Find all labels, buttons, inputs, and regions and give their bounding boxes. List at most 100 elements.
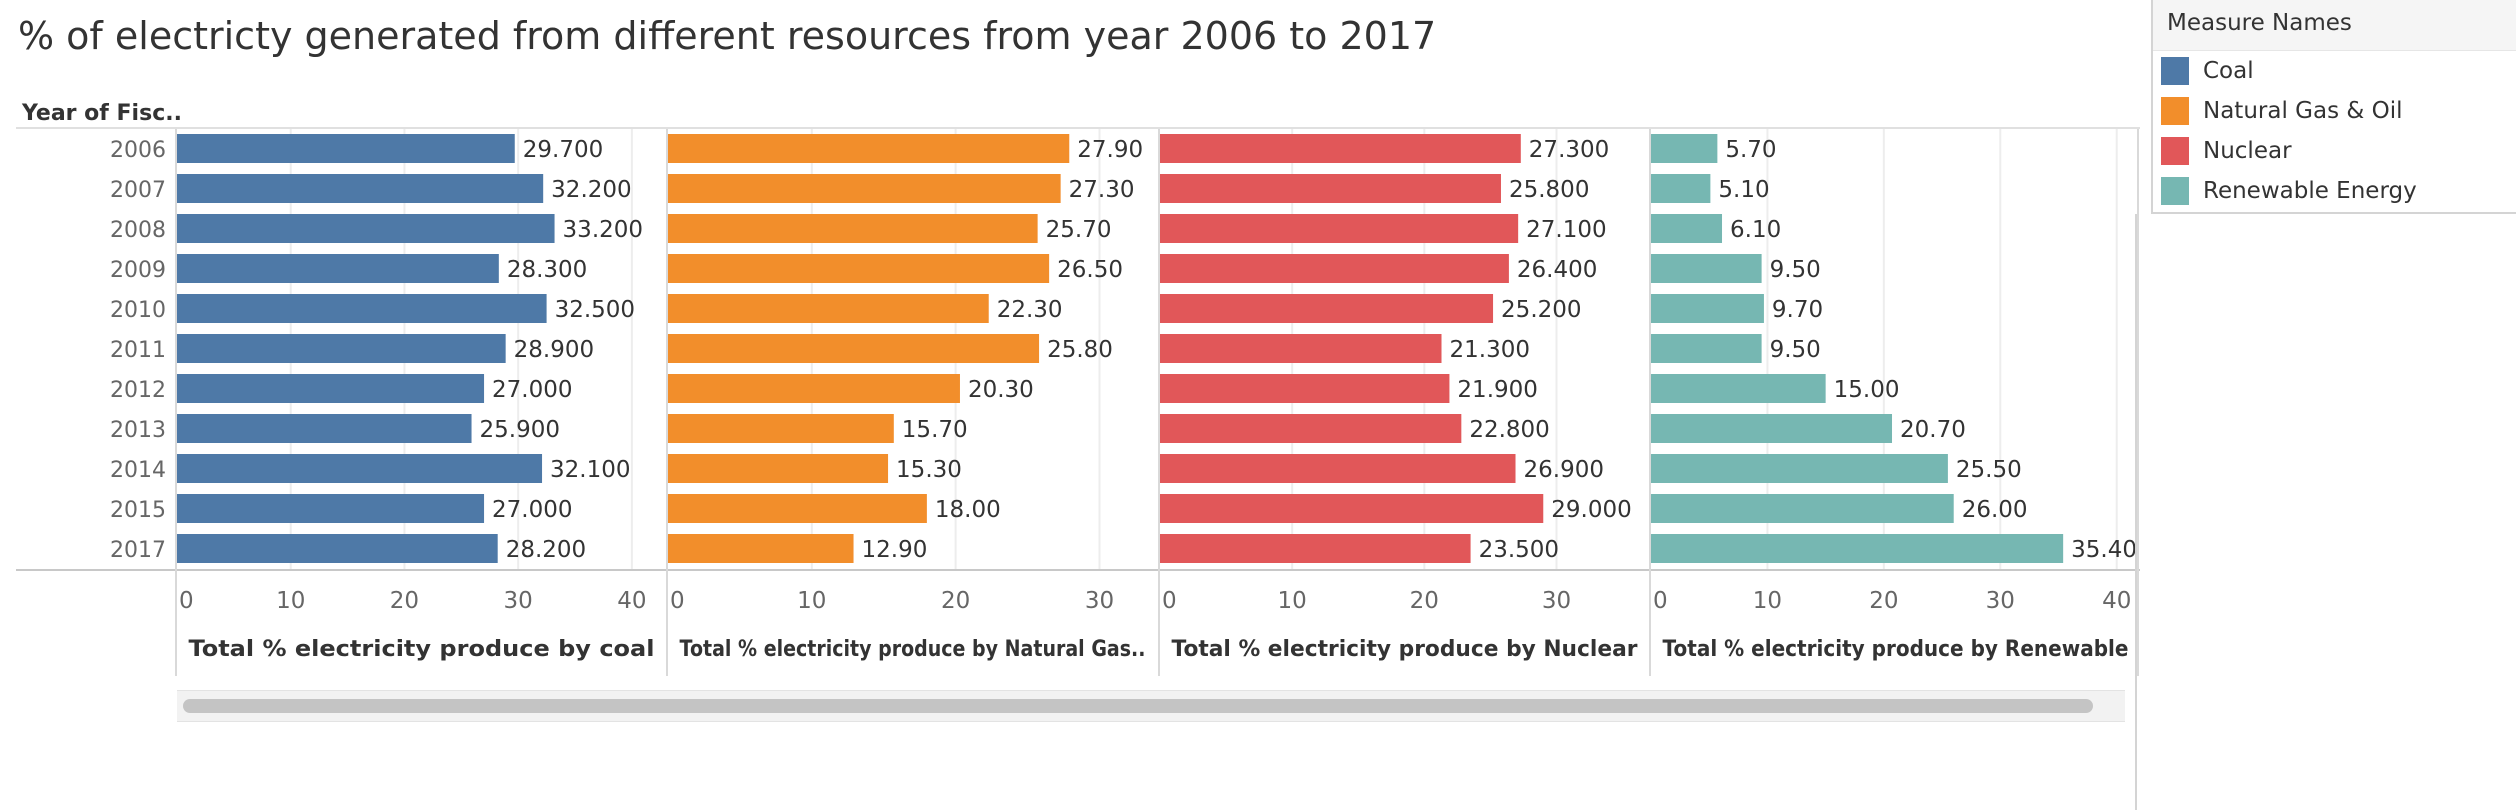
horizontal-scrollbar[interactable] — [177, 690, 2125, 722]
legend-title: Measure Names — [2153, 0, 2516, 51]
data-label: 22.30 — [997, 297, 1063, 323]
bar-nuclear — [1160, 334, 1442, 363]
data-label: 25.900 — [480, 417, 560, 443]
bar-nuclear — [1160, 254, 1509, 283]
data-label: 20.70 — [1900, 417, 1966, 443]
bar-coal — [177, 414, 472, 443]
category-label: 2015 — [110, 498, 166, 523]
tick-label: 10 — [1278, 588, 1307, 614]
data-label: 27.000 — [492, 497, 572, 523]
data-label: 15.70 — [902, 417, 968, 443]
data-label: 23.500 — [1479, 537, 1559, 563]
data-label: 21.900 — [1457, 377, 1537, 403]
tick-label: 20 — [390, 588, 419, 614]
bar-chart: Year of Fisc..20062007200820092010201120… — [16, 101, 2140, 676]
bar-nuclear — [1160, 214, 1519, 243]
category-label: 2011 — [110, 338, 166, 363]
legend-label: Coal — [2203, 58, 2254, 84]
data-label: 28.300 — [507, 257, 587, 283]
scrollbar-thumb[interactable] — [183, 699, 2093, 713]
category-label: 2013 — [110, 418, 166, 443]
data-label: 32.200 — [551, 177, 631, 203]
data-label: 5.10 — [1718, 177, 1769, 203]
bar-coal — [177, 134, 515, 163]
data-label: 26.00 — [1962, 497, 2028, 523]
legend-label: Nuclear — [2203, 138, 2292, 164]
bar-coal — [177, 214, 555, 243]
bar-nuclear — [1160, 174, 1501, 203]
bar-natural-gas-oil — [668, 134, 1070, 163]
data-label: 9.50 — [1770, 257, 1821, 283]
tick-label: 10 — [1753, 588, 1782, 614]
tick-label: 20 — [1869, 588, 1898, 614]
legend-label: Renewable Energy — [2203, 178, 2417, 204]
bar-nuclear — [1160, 494, 1544, 523]
bar-renewable-energy — [1651, 294, 1764, 323]
data-label: 18.00 — [935, 497, 1001, 523]
legend-label: Natural Gas & Oil — [2203, 98, 2403, 124]
legend-item-nuclear[interactable]: Nuclear — [2153, 131, 2516, 171]
data-label: 35.40 — [2071, 537, 2137, 563]
legend-swatch-natural-gas-oil — [2161, 97, 2189, 125]
data-label: 25.70 — [1046, 217, 1112, 243]
bar-natural-gas-oil — [668, 374, 960, 403]
data-label: 26.900 — [1524, 457, 1604, 483]
data-label: 27.90 — [1077, 137, 1143, 163]
data-label: 9.50 — [1770, 337, 1821, 363]
bar-natural-gas-oil — [668, 414, 894, 443]
data-label: 29.000 — [1551, 497, 1631, 523]
data-label: 25.800 — [1509, 177, 1589, 203]
bar-nuclear — [1160, 374, 1450, 403]
bar-renewable-energy — [1651, 374, 1826, 403]
category-label: 2010 — [110, 298, 166, 323]
legend: Measure Names Coal Natural Gas & Oil Nuc… — [2151, 0, 2516, 214]
legend-item-natural-gas-oil[interactable]: Natural Gas & Oil — [2153, 91, 2516, 131]
data-label: 28.200 — [506, 537, 586, 563]
data-label: 25.200 — [1501, 297, 1581, 323]
page-title: % of electricty generated from different… — [18, 14, 1437, 58]
bar-natural-gas-oil — [668, 334, 1040, 363]
bar-coal — [177, 254, 499, 283]
legend-item-renewable-energy[interactable]: Renewable Energy — [2153, 171, 2516, 211]
view-divider — [2135, 214, 2137, 810]
bar-renewable-energy — [1651, 414, 1893, 443]
data-label: 28.900 — [514, 337, 594, 363]
bar-renewable-energy — [1651, 494, 1954, 523]
category-label: 2014 — [110, 458, 166, 483]
data-label: 27.000 — [492, 377, 572, 403]
category-label: 2009 — [110, 258, 166, 283]
bar-renewable-energy — [1651, 174, 1711, 203]
data-label: 25.80 — [1047, 337, 1113, 363]
bar-coal — [177, 494, 485, 523]
tick-label: 30 — [1542, 588, 1571, 614]
bar-natural-gas-oil — [668, 214, 1038, 243]
category-label: 2012 — [110, 378, 166, 403]
data-label: 32.100 — [550, 457, 630, 483]
axis-title-nuclear: Total % electricity produce by Nuclear — [1172, 637, 1638, 662]
data-label: 5.70 — [1725, 137, 1776, 163]
data-label: 21.300 — [1450, 337, 1530, 363]
bar-renewable-energy — [1651, 534, 2064, 563]
bar-renewable-energy — [1651, 214, 1723, 243]
data-label: 25.50 — [1956, 457, 2022, 483]
data-label: 26.50 — [1057, 257, 1123, 283]
axis-title-natural-gas-oil: Total % electricity produce by Natural G… — [680, 637, 1146, 662]
bar-renewable-energy — [1651, 254, 1762, 283]
bar-renewable-energy — [1651, 334, 1762, 363]
data-label: 15.30 — [896, 457, 962, 483]
bar-coal — [177, 174, 544, 203]
legend-swatch-nuclear — [2161, 137, 2189, 165]
legend-swatch-coal — [2161, 57, 2189, 85]
legend-item-coal[interactable]: Coal — [2153, 51, 2516, 91]
tick-label: 0 — [179, 588, 194, 614]
data-label: 33.200 — [563, 217, 643, 243]
tick-label: 0 — [1162, 588, 1177, 614]
tick-label: 10 — [797, 588, 826, 614]
category-label: 2007 — [110, 178, 166, 203]
tick-label: 20 — [1410, 588, 1439, 614]
bar-natural-gas-oil — [668, 294, 989, 323]
legend-swatch-renewable-energy — [2161, 177, 2189, 205]
bar-renewable-energy — [1651, 134, 1718, 163]
category-label: 2006 — [110, 138, 166, 163]
data-label: 15.00 — [1834, 377, 1900, 403]
